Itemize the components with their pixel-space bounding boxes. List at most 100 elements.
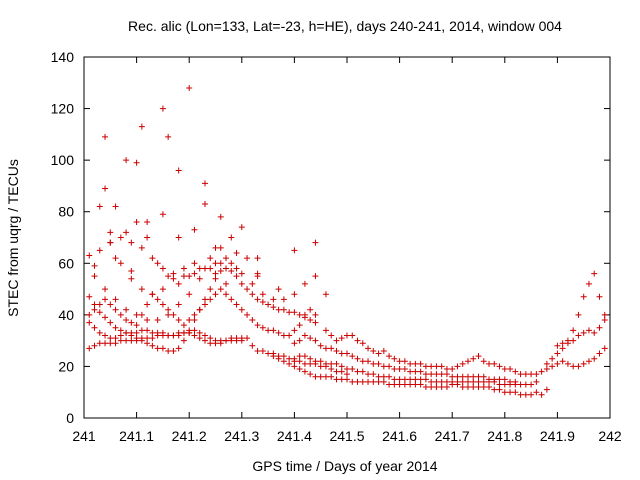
data-point	[201, 337, 208, 344]
data-point	[223, 255, 230, 262]
data-point	[322, 373, 329, 380]
data-point	[486, 384, 493, 391]
data-point	[459, 360, 466, 367]
data-point	[365, 371, 372, 378]
data-point	[102, 296, 109, 303]
data-point	[428, 384, 435, 391]
data-point	[459, 373, 466, 380]
data-point	[296, 358, 303, 365]
data-point	[159, 329, 166, 336]
data-point	[512, 389, 519, 396]
data-point	[275, 329, 282, 336]
data-point	[212, 337, 219, 344]
data-point	[580, 293, 587, 300]
data-point	[328, 332, 335, 339]
data-point	[475, 384, 482, 391]
data-point	[554, 342, 561, 349]
data-point	[196, 306, 203, 313]
data-point	[464, 384, 471, 391]
data-point	[522, 381, 529, 388]
data-point	[443, 366, 450, 373]
data-point	[212, 291, 219, 298]
data-point	[138, 311, 145, 318]
data-point	[233, 273, 240, 280]
data-point	[386, 381, 393, 388]
data-point	[228, 296, 235, 303]
data-point	[301, 332, 308, 339]
data-point	[386, 363, 393, 370]
data-point	[507, 389, 514, 396]
data-point	[459, 384, 466, 391]
data-point	[144, 234, 151, 241]
data-point	[238, 306, 245, 313]
data-point	[370, 371, 377, 378]
data-point	[165, 347, 172, 354]
data-point	[107, 340, 114, 347]
data-point	[228, 234, 235, 241]
data-point	[212, 244, 219, 251]
data-point	[138, 337, 145, 344]
data-point	[144, 327, 151, 334]
data-point	[133, 335, 140, 342]
data-point	[249, 291, 256, 298]
data-point	[422, 376, 429, 383]
data-point	[244, 286, 251, 293]
data-point	[491, 360, 498, 367]
data-point	[307, 317, 314, 324]
data-point	[312, 273, 319, 280]
data-point	[344, 350, 350, 357]
data-point	[344, 376, 350, 383]
data-point	[380, 373, 387, 380]
data-point	[128, 319, 135, 326]
chart-title: Rec. alic (Lon=133, Lat=-23, h=HE), days…	[128, 18, 562, 34]
data-point	[149, 335, 156, 342]
data-point	[575, 363, 582, 370]
data-point	[175, 167, 182, 174]
data-point	[86, 345, 93, 352]
data-point	[375, 378, 382, 385]
data-point	[275, 355, 282, 362]
x-tick-label: 241.3	[224, 428, 259, 444]
data-point	[291, 363, 298, 370]
data-point	[228, 268, 235, 275]
data-point	[217, 244, 224, 251]
data-point	[328, 360, 335, 367]
data-point	[464, 373, 471, 380]
data-point	[307, 335, 314, 342]
data-point	[291, 327, 298, 334]
data-point	[322, 345, 329, 352]
data-point	[265, 301, 272, 308]
data-point	[191, 226, 198, 233]
data-point	[102, 286, 109, 293]
y-tick-label: 40	[58, 307, 74, 323]
data-point	[380, 378, 387, 385]
data-point	[196, 275, 203, 282]
x-tick-label: 241.5	[329, 428, 364, 444]
data-point	[333, 376, 340, 383]
data-point	[322, 327, 329, 334]
data-point	[133, 159, 140, 166]
data-point	[401, 376, 408, 383]
data-point	[238, 280, 245, 287]
data-point	[165, 133, 172, 140]
data-point	[317, 373, 324, 380]
data-point	[191, 270, 198, 277]
data-point	[359, 358, 366, 365]
data-point	[470, 355, 477, 362]
x-tick-label: 241.2	[172, 428, 207, 444]
data-point	[464, 358, 471, 365]
data-point	[270, 296, 277, 303]
data-point	[380, 347, 387, 354]
data-point	[575, 332, 582, 339]
data-point	[107, 239, 114, 246]
data-point	[517, 391, 524, 398]
data-point	[564, 360, 571, 367]
data-point	[138, 123, 145, 130]
data-point	[286, 355, 293, 362]
data-point	[254, 322, 261, 329]
data-point	[338, 335, 345, 342]
data-point	[449, 373, 456, 380]
data-point	[338, 376, 345, 383]
data-point	[254, 296, 261, 303]
data-point	[601, 317, 608, 324]
